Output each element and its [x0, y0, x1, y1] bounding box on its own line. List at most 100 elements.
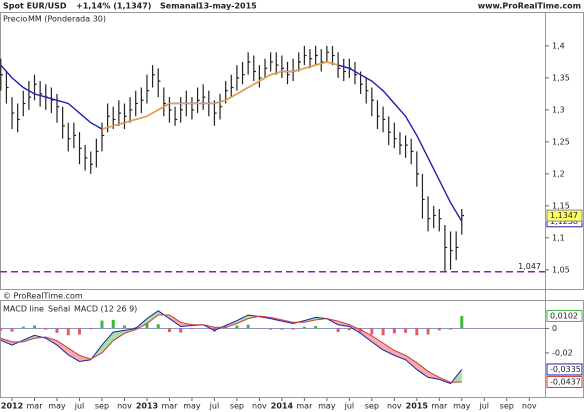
x-tick-label: sep	[95, 402, 109, 411]
macd-fill	[146, 310, 159, 324]
y-tick-label: 0	[552, 324, 557, 333]
histogram-bar	[280, 328, 284, 330]
y-tick-label: 1,05	[552, 265, 570, 274]
copyright: © ProRealTime.com	[3, 292, 83, 301]
y-tick-label: 1,35	[552, 73, 570, 82]
macd-line	[0, 310, 463, 385]
x-tick-label: may	[183, 402, 201, 411]
indicator-title: MACD (12 26 9)	[74, 305, 137, 314]
histogram-bar	[404, 328, 408, 333]
histogram-bar	[156, 324, 160, 329]
histogram-bar	[190, 328, 194, 330]
x-tick-label: may	[48, 402, 66, 411]
y-tick-label: 1,2	[552, 169, 565, 178]
period: Semanal	[160, 2, 199, 11]
histogram-bar	[77, 328, 81, 335]
x-tick-label: jul	[74, 402, 85, 411]
signal-last-label: -0,0437	[550, 377, 581, 386]
macd-fill	[113, 330, 125, 341]
histogram-bar	[336, 328, 340, 333]
x-tick-label: jul	[344, 402, 355, 411]
histogram-bar	[437, 328, 441, 331]
macd-line	[0, 314, 462, 383]
x-tick-label: mar	[296, 402, 313, 411]
histogram-last-label-box	[546, 309, 583, 322]
histogram-bar	[0, 328, 3, 331]
x-tick-label: jul	[479, 402, 490, 411]
moving-average-highlight	[101, 61, 339, 130]
reference-label: 1,047	[518, 262, 541, 271]
histogram-bar	[167, 328, 171, 333]
y-tick-label: 1,1	[552, 233, 565, 242]
x-tick-label: may	[318, 402, 336, 411]
instrument: Spot EUR/USD	[3, 2, 67, 11]
macd-fill	[416, 362, 429, 378]
histogram-bar	[415, 328, 419, 336]
macd-fill	[68, 348, 80, 362]
histogram-bar	[89, 328, 93, 330]
histogram-bar	[302, 326, 306, 329]
source: www.ProRealTime.com	[478, 2, 581, 11]
histogram-bar	[55, 328, 59, 333]
x-tick-label: nov	[252, 402, 267, 411]
x-tick-label: may	[453, 402, 471, 411]
y-tick-label: 1,4	[552, 41, 565, 50]
histogram-bar	[66, 328, 70, 336]
histogram-bar	[392, 328, 396, 334]
histogram-last-label: 0,0102	[550, 311, 578, 320]
last-price-label-box	[546, 209, 583, 222]
x-tick-label: nov	[117, 402, 132, 411]
histogram-bar	[347, 328, 351, 331]
x-tick-label: jul	[209, 402, 220, 411]
x-tick-label: mar	[431, 402, 448, 411]
macd-last-label-box	[546, 363, 583, 376]
y-tick-label: -0,02	[552, 348, 573, 357]
macd-fill	[405, 355, 417, 370]
histogram-bar	[269, 328, 273, 330]
histogram-bar	[10, 328, 14, 332]
x-tick-label: mar	[161, 402, 178, 411]
histogram-bar	[381, 328, 385, 336]
macd-fill	[383, 343, 395, 356]
y-tick-label: 1,3	[552, 105, 565, 114]
histogram-bar	[449, 328, 453, 330]
histogram-bar	[291, 328, 295, 330]
price-panel	[0, 12, 584, 290]
last-price-label: 1,1347	[550, 211, 578, 220]
macd-last-label: -0,0335	[550, 365, 581, 374]
histogram-bar	[370, 328, 374, 335]
legend-entry: MACD line	[3, 305, 44, 314]
macd-fill	[169, 314, 181, 327]
histogram-bar	[235, 325, 239, 329]
macd-fill	[57, 340, 69, 355]
macd-fill	[371, 335, 384, 350]
y-tick-label: 1,25	[552, 137, 570, 146]
change: +1,14% (1,1347)	[76, 2, 151, 11]
signal-last-label-box	[546, 375, 583, 388]
histogram-bar	[179, 328, 183, 333]
histogram-bar	[460, 315, 464, 329]
x-tick-label: 2015	[406, 402, 429, 411]
histogram-bar	[122, 325, 126, 329]
legend-entry: MM (Ponderada 30)	[28, 15, 106, 24]
x-tick-label: 2013	[136, 402, 158, 411]
histogram-bar	[314, 325, 318, 329]
x-tick-label: mar	[27, 402, 44, 411]
histogram-bar	[44, 328, 48, 330]
macd-fill	[394, 350, 406, 360]
x-tick-label: 2014	[271, 402, 294, 411]
x-tick-label: 2012	[1, 402, 23, 411]
macd-fill	[236, 314, 249, 324]
x-tick-label: nov	[522, 402, 537, 411]
histogram-bar	[359, 328, 363, 333]
x-tick-label: sep	[230, 402, 244, 411]
histogram-bar	[33, 325, 37, 329]
y-tick-label: 1,15	[552, 201, 570, 210]
x-tick-label: sep	[365, 402, 379, 411]
date: 13-may-2015	[198, 2, 257, 11]
macd-fill	[360, 329, 372, 342]
macd-fill	[101, 332, 114, 353]
x-tick-label: nov	[387, 402, 402, 411]
